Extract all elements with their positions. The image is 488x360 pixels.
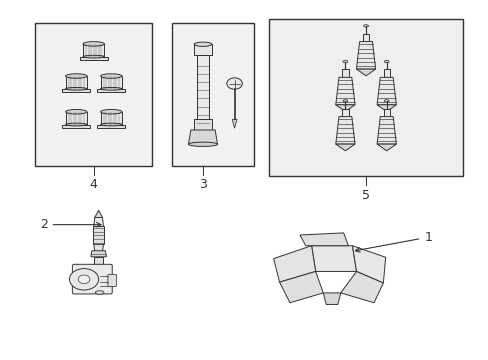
Ellipse shape — [101, 123, 122, 126]
Polygon shape — [80, 57, 107, 60]
Polygon shape — [83, 44, 104, 57]
Polygon shape — [299, 233, 347, 246]
Text: 1: 1 — [355, 231, 431, 252]
Ellipse shape — [101, 87, 122, 90]
Polygon shape — [376, 144, 396, 151]
Ellipse shape — [188, 142, 217, 147]
Polygon shape — [323, 293, 340, 305]
Ellipse shape — [384, 100, 388, 102]
Ellipse shape — [342, 100, 347, 102]
Polygon shape — [342, 69, 348, 77]
Polygon shape — [95, 210, 102, 217]
Polygon shape — [194, 119, 211, 130]
Polygon shape — [342, 109, 348, 117]
Polygon shape — [65, 112, 87, 125]
Circle shape — [226, 78, 242, 89]
Polygon shape — [273, 246, 315, 282]
Polygon shape — [335, 144, 354, 151]
Ellipse shape — [65, 87, 87, 90]
Polygon shape — [91, 251, 106, 257]
Ellipse shape — [83, 55, 104, 58]
Polygon shape — [93, 226, 104, 244]
Ellipse shape — [95, 291, 104, 294]
Polygon shape — [94, 217, 103, 226]
Polygon shape — [352, 246, 385, 283]
Circle shape — [69, 269, 99, 290]
Ellipse shape — [83, 42, 104, 46]
Ellipse shape — [384, 60, 388, 63]
Polygon shape — [383, 109, 389, 117]
Bar — [268, 19, 462, 176]
Ellipse shape — [101, 109, 122, 114]
Polygon shape — [196, 55, 209, 130]
Bar — [171, 23, 254, 166]
Ellipse shape — [363, 25, 368, 27]
Ellipse shape — [101, 74, 122, 78]
Polygon shape — [356, 69, 375, 76]
Circle shape — [78, 275, 90, 284]
Polygon shape — [362, 34, 368, 41]
Ellipse shape — [65, 109, 87, 114]
Ellipse shape — [65, 74, 87, 78]
Polygon shape — [97, 89, 125, 92]
Polygon shape — [383, 69, 389, 77]
Text: 5: 5 — [361, 189, 369, 202]
Ellipse shape — [65, 123, 87, 126]
Polygon shape — [101, 76, 122, 89]
FancyBboxPatch shape — [108, 274, 116, 287]
Polygon shape — [279, 271, 323, 303]
Ellipse shape — [194, 42, 211, 46]
Text: 2: 2 — [40, 218, 101, 231]
Polygon shape — [62, 89, 90, 92]
Polygon shape — [340, 271, 383, 303]
Polygon shape — [94, 244, 103, 251]
Polygon shape — [232, 119, 237, 128]
Ellipse shape — [342, 60, 347, 63]
Polygon shape — [188, 130, 217, 144]
Text: 4: 4 — [90, 178, 98, 191]
FancyBboxPatch shape — [72, 264, 112, 294]
Polygon shape — [311, 246, 356, 271]
Polygon shape — [194, 44, 211, 55]
Polygon shape — [335, 105, 354, 112]
Polygon shape — [376, 77, 396, 105]
Polygon shape — [376, 105, 396, 112]
Polygon shape — [376, 117, 396, 144]
Polygon shape — [335, 117, 354, 144]
Polygon shape — [101, 112, 122, 125]
Polygon shape — [335, 77, 354, 105]
Polygon shape — [65, 76, 87, 89]
Bar — [35, 23, 152, 166]
Polygon shape — [62, 125, 90, 127]
Polygon shape — [97, 125, 125, 127]
Polygon shape — [94, 257, 103, 266]
Text: 3: 3 — [199, 178, 206, 191]
Polygon shape — [356, 41, 375, 69]
